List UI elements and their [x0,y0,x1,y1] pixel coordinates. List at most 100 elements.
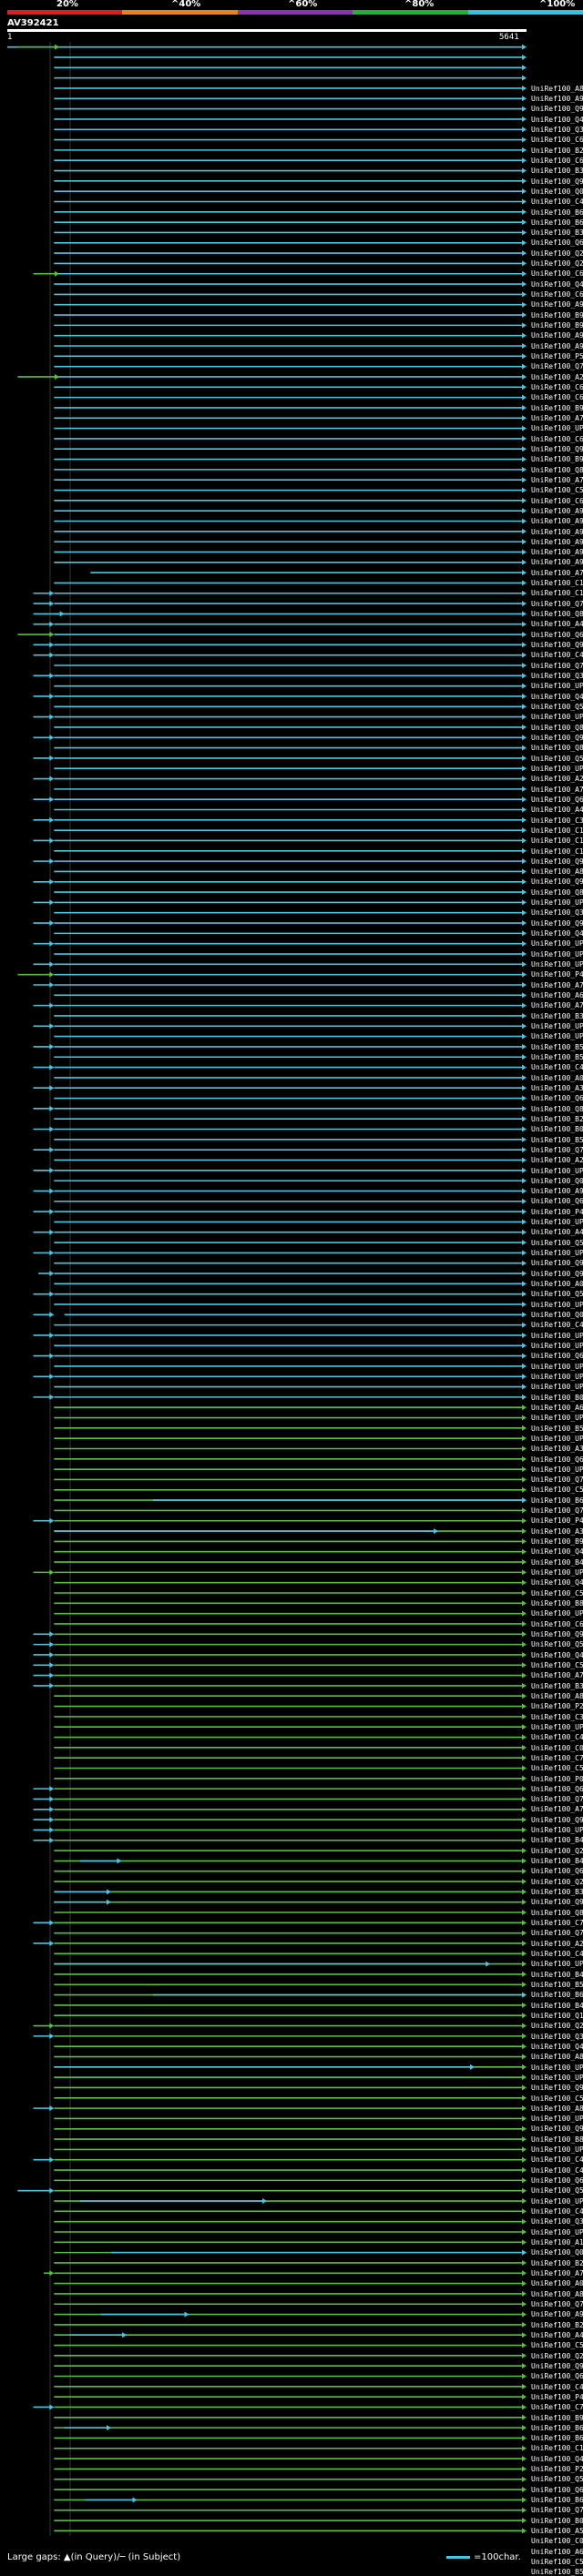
hit-label[interactable]: UniRef100_Q75LR5 [531,363,583,371]
hit-label[interactable]: UniRef100_UP1000... [531,1250,583,1258]
hit-segment[interactable] [33,2033,55,2039]
hit-bar[interactable] [54,796,527,803]
hit-bar[interactable] [54,847,527,854]
hit-label[interactable]: UniRef100_P51430 [531,353,583,361]
hit-bar[interactable] [54,1662,527,1668]
hit-bar[interactable] [54,1198,527,1204]
hit-segment[interactable] [33,1085,55,1091]
hit-segment[interactable] [17,44,59,50]
hit-label[interactable]: UniRef100_Q73C99 [531,2300,583,2308]
hit-bar[interactable] [54,776,527,782]
hit-segment[interactable] [33,940,55,947]
hit-bar[interactable] [54,1209,527,1215]
hit-label[interactable]: UniRef100_C7GJ44 [531,1754,583,1762]
hit-label[interactable]: UniRef100_UP1000... [531,1961,583,1969]
hit-label[interactable]: UniRef100_Q9VYR8 [531,857,583,866]
hit-bar[interactable] [54,1384,527,1390]
hit-bar[interactable] [54,1023,527,1029]
hit-segment[interactable] [33,270,60,277]
hit-bar[interactable] [54,559,527,565]
hit-segment[interactable] [33,693,55,699]
hit-bar[interactable] [54,373,527,380]
hit-bar[interactable] [54,528,527,534]
hit-label[interactable]: UniRef100_Q6H8R4 [531,1455,583,1464]
hit-label[interactable]: UniRef100_Q7Y098 [531,1796,583,1804]
hit-bar[interactable] [54,1394,527,1400]
hit-label[interactable]: UniRef100_A8MS93 [531,2290,583,2298]
hit-segment[interactable] [33,652,55,658]
hit-bar[interactable] [54,1559,527,1566]
hit-bar[interactable] [54,1548,527,1555]
hit-bar[interactable] [54,1672,527,1678]
hit-bar[interactable] [54,766,527,772]
hit-segment[interactable] [33,1394,55,1400]
hit-bar[interactable] [54,1651,527,1658]
hit-label[interactable]: UniRef100_C6TEU3 [531,157,583,165]
hit-segment[interactable] [33,1817,55,1823]
hit-label[interactable]: UniRef100_Q06L29 [531,2249,583,2257]
hit-segment[interactable] [33,796,55,803]
hit-bar[interactable] [54,663,527,668]
hit-segment[interactable] [69,2332,128,2338]
hit-segment[interactable] [17,971,55,978]
hit-bar[interactable] [54,745,527,751]
hit-label[interactable]: UniRef100_A7SSC3 [531,786,583,794]
hit-bar[interactable] [54,2352,527,2358]
hit-bar[interactable] [54,219,527,226]
hit-label[interactable]: UniRef100_C3XGY1 [531,816,583,825]
hit-segment[interactable] [33,1641,55,1648]
hit-bar[interactable] [54,1374,527,1380]
hit-bar[interactable] [54,1301,527,1307]
hit-label[interactable]: UniRef100_Q4SD17 [531,693,583,701]
hit-label[interactable]: UniRef100_UP1000... [531,2064,583,2072]
hit-segment[interactable] [85,2497,138,2503]
hit-bar[interactable] [54,1982,527,1988]
hit-label[interactable]: UniRef100_Q01727 [531,1312,583,1320]
hit-label[interactable]: UniRef100_UP1000... [531,1569,583,1577]
hit-label[interactable]: UniRef100_UP1000... [531,1610,583,1618]
hit-label[interactable]: UniRef100_Q29122 [531,1878,583,1886]
hit-segment[interactable] [33,920,55,927]
hit-label[interactable]: UniRef100_C0NJY5 [531,2538,583,2546]
hit-label[interactable]: UniRef100_P29327 [531,1703,583,1711]
hit-bar[interactable] [54,1012,527,1019]
hit-bar[interactable] [54,281,527,288]
hit-bar[interactable] [54,1466,527,1473]
hit-segment[interactable] [33,755,55,761]
hit-label[interactable]: UniRef100_Q6YZ11 [531,1095,583,1103]
hit-label[interactable]: UniRef100_UP1000... [531,1384,583,1392]
hit-label[interactable]: UniRef100_C5MXR4 [531,2559,583,2567]
hit-bar[interactable] [54,755,527,761]
hit-label[interactable]: UniRef100_B5Y3F5 [531,2569,583,2576]
hit-segment[interactable] [33,642,55,648]
hit-label[interactable]: UniRef100_B2BXX4 [531,2321,583,2329]
hit-bar[interactable] [54,1517,527,1524]
hit-label[interactable]: UniRef100_A0PA66 [531,1074,583,1082]
hit-bar[interactable] [54,1281,527,1287]
hit-label[interactable]: UniRef100_Q5FFF1 [531,1291,583,1299]
hit-bar[interactable] [54,1074,527,1080]
hit-bar[interactable] [54,353,527,360]
hit-bar[interactable] [54,1837,527,1843]
hit-segment[interactable] [33,816,55,823]
hit-label[interactable]: UniRef100_A9NN27 [531,95,583,103]
hit-segment[interactable] [33,1043,55,1050]
hit-bar[interactable] [54,2466,527,2472]
hit-bar[interactable] [54,714,527,720]
hit-bar[interactable] [54,147,527,153]
hit-label[interactable]: UniRef100_Q04014 [531,188,583,196]
hit-bar[interactable] [54,415,527,421]
hit-bar[interactable] [54,693,527,699]
hit-bar[interactable] [54,1713,527,1719]
hit-label[interactable]: UniRef100_B0Z9P8 [531,1126,583,1134]
hit-segment[interactable] [33,2156,55,2163]
hit-label[interactable]: UniRef100_A9RYN0 [531,559,583,567]
hit-segment[interactable] [33,899,55,906]
hit-label[interactable]: UniRef100_A9PF99 [531,301,583,309]
hit-label[interactable]: UniRef100_Q2GSB3 [531,2023,583,2031]
hit-bar[interactable] [54,1910,527,1915]
hit-bar[interactable] [54,878,527,885]
hit-bar[interactable] [54,1889,527,1895]
hit-label[interactable]: UniRef100_UP1000... [531,2074,583,2082]
hit-segment[interactable] [79,1858,122,1864]
